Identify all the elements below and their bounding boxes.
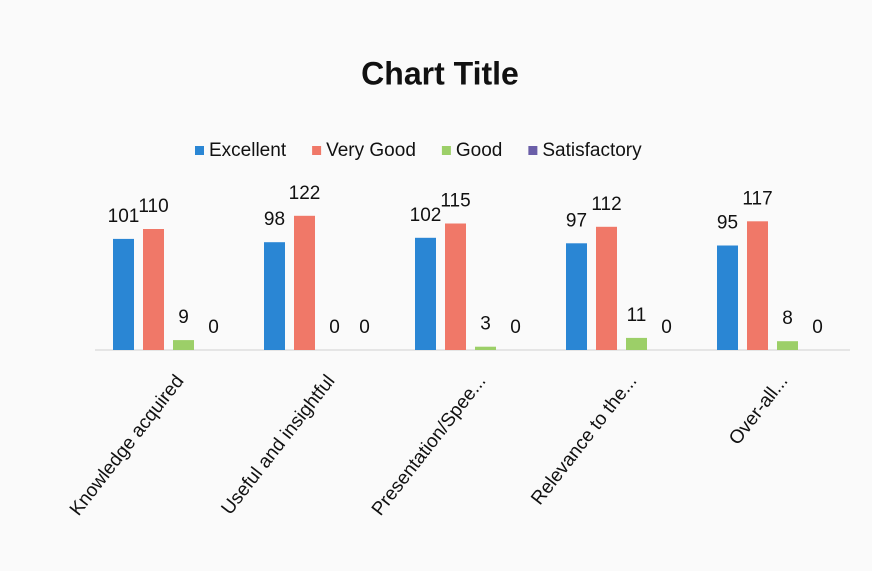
bar xyxy=(717,245,738,350)
data-label: 3 xyxy=(480,314,491,335)
data-label: 0 xyxy=(359,317,370,338)
bar xyxy=(777,341,798,350)
legend-swatch xyxy=(195,146,204,155)
bar xyxy=(294,215,315,350)
data-label: 122 xyxy=(289,183,321,204)
data-label: 0 xyxy=(661,317,672,338)
legend-label: Good xyxy=(456,140,502,161)
data-label: 0 xyxy=(329,317,340,338)
data-label: 101 xyxy=(108,206,140,227)
legend-swatch xyxy=(528,146,538,155)
bar xyxy=(747,221,768,350)
data-label: 95 xyxy=(717,213,738,234)
data-label: 0 xyxy=(208,317,219,338)
bar xyxy=(475,346,496,350)
legend-label: Satisfactory xyxy=(542,140,642,161)
data-label: 117 xyxy=(742,188,772,209)
legend-label: Excellent xyxy=(209,140,287,161)
data-label: 112 xyxy=(591,194,621,215)
data-label: 98 xyxy=(264,209,285,230)
data-label: 102 xyxy=(410,205,442,226)
data-label: 9 xyxy=(178,307,189,328)
data-label: 0 xyxy=(510,317,521,338)
legend-label: Very Good xyxy=(326,140,416,161)
chart-title: Chart Title xyxy=(361,55,519,91)
legend-swatch xyxy=(312,146,322,155)
bar xyxy=(626,337,647,350)
bar xyxy=(173,340,194,350)
data-label: 110 xyxy=(138,196,168,217)
data-label: 97 xyxy=(566,210,587,231)
bar xyxy=(143,229,164,350)
data-label: 115 xyxy=(440,191,470,212)
data-label: 8 xyxy=(782,308,793,329)
bar xyxy=(596,226,617,350)
bar xyxy=(445,223,466,350)
data-label: 0 xyxy=(812,317,823,338)
bar xyxy=(264,242,285,350)
bar xyxy=(113,238,134,350)
bar xyxy=(415,237,436,350)
legend-swatch xyxy=(441,146,451,155)
bar xyxy=(566,243,587,350)
data-label: 11 xyxy=(627,305,647,326)
